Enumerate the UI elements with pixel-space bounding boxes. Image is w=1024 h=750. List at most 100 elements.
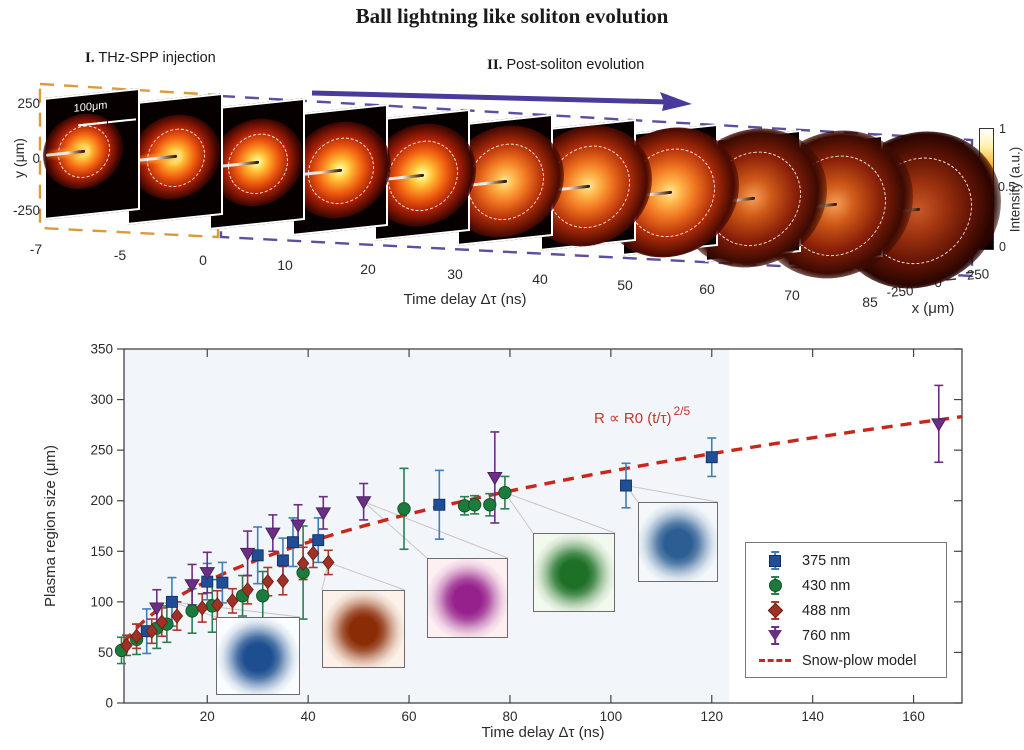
figure-title: Ball lightning like soliton evolution xyxy=(355,4,669,28)
inset-connector xyxy=(504,492,616,534)
x-tick-label: 100 xyxy=(600,709,623,724)
top-time-tick-70: 70 xyxy=(784,287,800,303)
inset-plasma-blob xyxy=(323,591,404,667)
data-point-760nm xyxy=(239,547,256,562)
data-point-375nm xyxy=(251,549,264,562)
plasma-frame-10 xyxy=(288,103,391,236)
data-point-488nm xyxy=(241,581,254,598)
data-point-488nm xyxy=(211,597,224,613)
y-tick-label: 200 xyxy=(90,493,113,508)
model-annotation: R ∝ R0 (t/τ) 2/5 xyxy=(594,404,691,427)
data-point-375nm xyxy=(312,534,325,547)
data-point-488nm xyxy=(276,572,290,589)
inset-image-1 xyxy=(216,617,300,695)
legend-row-430nm: 430 nm xyxy=(746,573,946,598)
top-time-tick--5: -5 xyxy=(113,247,127,263)
injection-region-box xyxy=(38,82,220,239)
inset-connector xyxy=(328,561,406,591)
top-time-tick-0: 0 xyxy=(199,252,207,268)
top-time-tick-60: 60 xyxy=(699,281,715,297)
y-tick-label: 0 xyxy=(105,696,113,711)
inset-connector xyxy=(504,492,534,534)
data-point-430nm xyxy=(483,498,497,512)
chart-legend: 375 nm 430 nm 488 nm 760 nm Snow-plow mo… xyxy=(745,542,947,678)
plasma-frame--5 xyxy=(126,93,223,226)
soliton-evolution-panel: 100μm I. THz-SPP injection II. Post-soli… xyxy=(0,0,1024,330)
top-time-tick-50: 50 xyxy=(617,277,633,293)
data-point-488nm xyxy=(261,573,274,590)
y-tick-label: 250 xyxy=(90,443,113,458)
data-point-375nm xyxy=(216,576,229,589)
inset-plasma-blob xyxy=(217,618,299,694)
inset-plasma-blob xyxy=(534,534,614,611)
data-point-760nm xyxy=(487,472,503,486)
inset-connector xyxy=(363,501,428,559)
data-point-760nm xyxy=(315,507,332,521)
colorbar-tick-0: 0 xyxy=(999,240,1006,254)
plasma-frame-0 xyxy=(209,98,306,231)
data-point-375nm xyxy=(287,536,299,549)
top-time-tick-40: 40 xyxy=(532,271,548,287)
x-tick-label: 60 xyxy=(402,709,417,724)
inset-connector xyxy=(625,485,719,503)
evolution-arrow xyxy=(311,90,669,105)
data-point-488nm xyxy=(226,593,239,609)
top-time-tick--7: -7 xyxy=(29,241,43,257)
top-ytick-m250: -250 xyxy=(12,203,40,218)
top-time-tick-85: 85 xyxy=(862,294,878,310)
data-point-375nm xyxy=(433,498,446,511)
plasma-frame--7: 100μm xyxy=(42,87,140,220)
y-tick-label: 150 xyxy=(90,544,113,559)
data-point-430nm xyxy=(498,485,512,500)
top-xaxis-label: Time delay Δτ (ns) xyxy=(403,291,527,308)
data-point-760nm xyxy=(265,527,281,541)
x2-axis-tick xyxy=(945,278,957,281)
data-point-488nm xyxy=(322,554,335,571)
annotation-exponent: 2/5 xyxy=(673,404,691,418)
y-tick-label: 300 xyxy=(90,392,113,407)
inset-image-3 xyxy=(427,558,508,638)
data-point-488nm xyxy=(307,545,320,562)
top-time-tick-20: 20 xyxy=(360,261,376,277)
data-point-430nm xyxy=(397,502,411,516)
phase1-label: I. THz-SPP injection xyxy=(85,50,216,66)
data-point-760nm xyxy=(355,496,372,510)
legend-marker-model xyxy=(758,649,792,672)
scalebar-label: 100μm xyxy=(73,99,108,115)
x2-axis-tick xyxy=(965,271,975,274)
data-point-488nm xyxy=(170,608,184,624)
data-point-488nm xyxy=(130,628,143,644)
legend-marker-760nm xyxy=(758,624,792,647)
legend-row-model: Snow-plow model xyxy=(746,648,946,673)
data-point-488nm xyxy=(196,600,209,616)
top-time-tick-30: 30 xyxy=(447,266,463,282)
top-ytick-250: 250 xyxy=(17,96,40,111)
legend-marker-430nm xyxy=(758,574,792,597)
data-point-760nm xyxy=(149,602,165,616)
plot-border xyxy=(123,348,963,704)
data-point-760nm xyxy=(931,418,947,432)
y-tick-label: 100 xyxy=(90,594,113,609)
data-point-488nm xyxy=(145,623,158,639)
x-tick-label: 140 xyxy=(801,709,824,724)
colorbar-tick-1: 1 xyxy=(999,122,1006,136)
x-tick-label: 160 xyxy=(902,709,925,724)
x-axis-label: Time delay Δτ (ns) xyxy=(482,724,605,741)
colorbar-tick-05: 0.5 xyxy=(998,180,1016,194)
y-tick-label: 50 xyxy=(98,645,113,660)
data-point-760nm xyxy=(184,579,200,593)
data-point-430nm xyxy=(467,498,482,512)
legend-row-760nm: 760 nm xyxy=(746,623,946,648)
inset-image-2 xyxy=(322,590,405,668)
x-tick-label: 40 xyxy=(301,709,316,724)
data-point-488nm xyxy=(155,614,169,630)
data-point-375nm xyxy=(165,595,178,608)
data-point-488nm xyxy=(296,555,310,572)
top-ytick-0: 0 xyxy=(32,151,40,166)
x-tick-label: 120 xyxy=(700,709,723,724)
legend-row-375nm: 375 nm xyxy=(746,548,946,573)
y-tick-label: 350 xyxy=(90,342,113,357)
data-point-430nm xyxy=(256,589,270,603)
legend-row-488nm: 488 nm xyxy=(746,598,946,623)
phase1-numeral: I. xyxy=(85,50,95,66)
